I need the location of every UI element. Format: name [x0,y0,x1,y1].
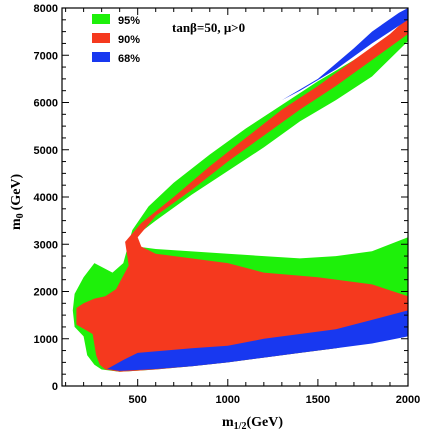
y-tick-label: 8000 [34,3,58,15]
y-axis-label: m0 (GeV) [9,173,26,230]
axis-ticks: 500 1000 1500 2000 0 1000 2000 3000 4000 5000 6000… [34,3,421,406]
region-68-percent-upper [281,8,408,101]
chart-annotation: tanβ=50, μ>0 [172,20,245,35]
y-tick-label: 1000 [34,334,58,346]
x-axis-label-sub: 1/2 [234,421,247,432]
legend: 95% 90% 68% [92,14,140,65]
y-tick-label: 6000 [34,98,58,110]
x-tick-label: 500 [129,394,147,406]
region-90-percent [76,17,408,372]
legend-label-90: 90% [118,34,140,46]
legend-swatch-90 [92,33,110,43]
confidence-regions [72,8,408,372]
x-axis-label-unit: (GeV) [246,415,283,430]
x-tick-label: 1000 [216,394,240,406]
y-tick-label: 5000 [34,145,58,157]
region-68-percent [107,310,408,371]
y-tick-label: 4000 [34,192,58,204]
x-tick-label: 2000 [396,394,420,406]
y-axis-label-main: m [9,218,24,230]
y-tick-label: 3000 [34,239,58,251]
y-tick-label: 2000 [34,287,58,299]
legend-label-95: 95% [118,15,140,27]
y-tick-label: 0 [52,381,58,393]
legend-swatch-95 [92,14,110,24]
legend-label-68: 68% [118,53,140,65]
x-axis-label: m1/2(GeV) [222,415,283,432]
x-axis-label-main: m [222,415,234,430]
y-axis-label-sub: 0 [15,213,26,218]
x-tick-label: 1500 [306,394,330,406]
y-tick-label: 7000 [34,50,58,62]
y-axis-label-unit: (GeV) [9,173,24,210]
legend-swatch-68 [92,52,110,62]
